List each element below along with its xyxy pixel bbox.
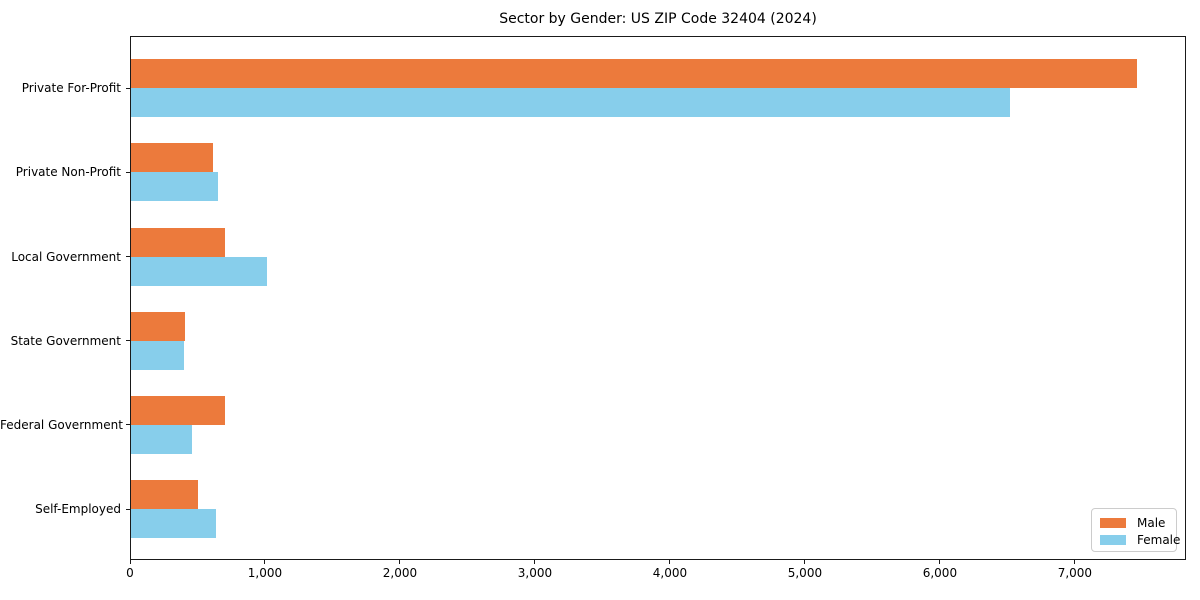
y-tick-mark-local-government bbox=[126, 256, 130, 258]
x-tick-label-6-000: 6,000 bbox=[922, 566, 958, 580]
x-tick-mark-3-000 bbox=[534, 560, 536, 564]
legend-entry-male: Male bbox=[1092, 514, 1176, 531]
bar-male-state-government bbox=[131, 311, 185, 341]
legend-swatch-male bbox=[1100, 517, 1126, 528]
x-tick-label-1-000: 1,000 bbox=[247, 566, 283, 580]
y-tick-mark-private-for-profit bbox=[126, 87, 130, 89]
x-tick-label-4-000: 4,000 bbox=[652, 566, 688, 580]
legend: Male Female bbox=[1091, 508, 1180, 552]
bar-female-private-for-profit bbox=[131, 88, 1010, 118]
bar-male-private-for-profit bbox=[131, 59, 1137, 89]
x-tick-label-2-000: 2,000 bbox=[382, 566, 418, 580]
bar-male-federal-government bbox=[131, 395, 226, 425]
x-tick-label-7-000: 7,000 bbox=[1057, 566, 1093, 580]
y-tick-mark-private-non-profit bbox=[126, 171, 130, 173]
bar-male-private-non-profit bbox=[131, 143, 213, 173]
x-tick-mark-0 bbox=[129, 560, 131, 564]
bar-female-self-employed bbox=[131, 509, 217, 538]
y-tick-label-private-non-profit: Private Non-Profit bbox=[15, 165, 121, 180]
x-tick-mark-7-000 bbox=[1074, 560, 1076, 564]
x-tick-mark-2-000 bbox=[399, 560, 401, 564]
y-tick-label-private-for-profit: Private For-Profit bbox=[21, 81, 121, 96]
y-tick-label-state-government: State Government bbox=[10, 333, 121, 348]
legend-label-female: Female bbox=[1137, 532, 1181, 547]
y-tick-label-self-employed: Self-Employed bbox=[35, 502, 121, 516]
y-tick-mark-self-employed bbox=[126, 508, 130, 510]
bar-male-self-employed bbox=[131, 480, 199, 509]
x-tick-label-0: 0 bbox=[126, 566, 134, 580]
x-tick-mark-1-000 bbox=[264, 560, 266, 564]
x-tick-label-5-000: 5,000 bbox=[787, 566, 823, 580]
chart-title: Sector by Gender: US ZIP Code 32404 (202… bbox=[499, 11, 817, 27]
bar-female-private-non-profit bbox=[131, 172, 219, 202]
y-tick-label-local-government: Local Government bbox=[11, 249, 121, 264]
x-tick-mark-4-000 bbox=[669, 560, 671, 564]
bar-male-local-government bbox=[131, 227, 225, 257]
x-tick-mark-5-000 bbox=[804, 560, 806, 564]
bar-female-local-government bbox=[131, 256, 267, 286]
x-tick-label-3-000: 3,000 bbox=[517, 566, 553, 580]
x-tick-mark-6-000 bbox=[939, 560, 941, 564]
y-tick-mark-federal-government bbox=[126, 424, 130, 426]
legend-label-male: Male bbox=[1137, 515, 1166, 530]
y-tick-mark-state-government bbox=[126, 340, 130, 342]
legend-swatch-female bbox=[1100, 534, 1126, 545]
bar-female-federal-government bbox=[131, 424, 192, 454]
legend-entry-female: Female bbox=[1092, 531, 1180, 548]
y-tick-label-federal-government: Federal Government bbox=[0, 417, 123, 432]
bar-female-state-government bbox=[131, 340, 184, 370]
plot-area bbox=[130, 36, 1186, 560]
